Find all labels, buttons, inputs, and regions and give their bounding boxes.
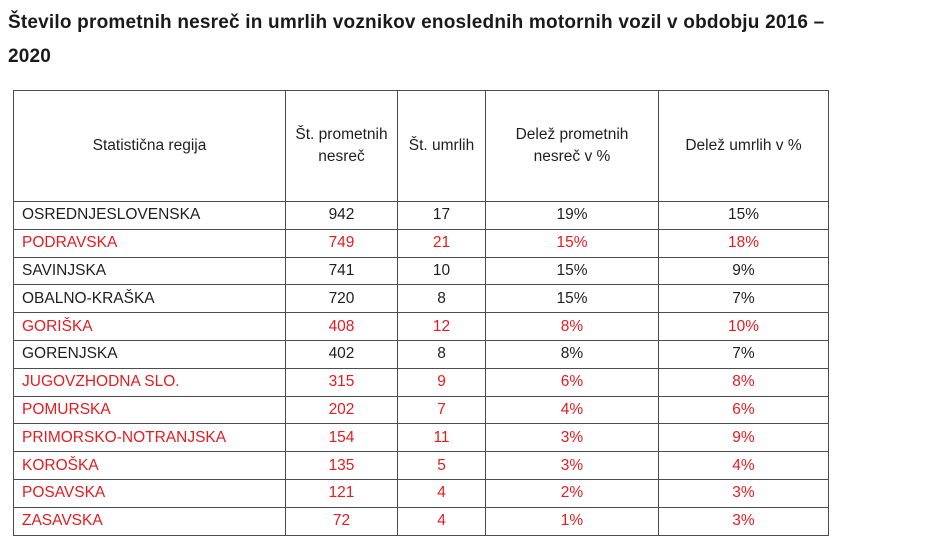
cell-deaths-pct: 15% — [658, 201, 829, 230]
page-title-line2: 2020 — [8, 46, 52, 67]
cell-deaths-pct: 3% — [658, 506, 829, 536]
cell-accidents-pct: 8% — [485, 312, 659, 341]
table-row: PRIMORSKO-NOTRANJSKA 154 11 3% 9% — [13, 423, 829, 453]
cell-region: KOROŠKA — [13, 451, 286, 480]
cell-deaths: 4 — [397, 478, 486, 508]
cell-deaths: 12 — [397, 312, 486, 341]
table-row: POMURSKA 202 7 4% 6% — [13, 395, 829, 425]
table-header-row: Statistična regija Št. prometnih nesreč Št… — [13, 90, 829, 202]
cell-accidents: 741 — [285, 256, 398, 286]
table-row: POSAVSKA 121 4 2% 3% — [13, 478, 829, 508]
cell-deaths-pct: 8% — [658, 367, 829, 397]
cell-deaths-pct: 7% — [658, 339, 829, 369]
table-row: JUGOVZHODNA SLO. 315 9 6% 8% — [13, 367, 829, 397]
column-header-col-deaths: Št. umrlih — [397, 90, 486, 202]
cell-region: GORIŠKA — [13, 312, 286, 341]
cell-accidents: 154 — [285, 423, 398, 453]
cell-region: PODRAVSKA — [13, 228, 286, 258]
cell-accidents-pct: 4% — [485, 395, 659, 425]
cell-deaths-pct: 7% — [658, 284, 829, 314]
cell-accidents: 942 — [285, 201, 398, 230]
cell-region: OBALNO-KRAŠKA — [13, 284, 286, 314]
cell-accidents-pct: 19% — [485, 201, 659, 230]
cell-deaths: 9 — [397, 367, 486, 397]
table-row: OBALNO-KRAŠKA 720 8 15% 7% — [13, 284, 829, 314]
cell-accidents: 720 — [285, 284, 398, 314]
column-header-col-deaths-pct: Delež umrlih v % — [658, 90, 829, 202]
cell-deaths: 8 — [397, 284, 486, 314]
cell-deaths: 4 — [397, 506, 486, 536]
cell-accidents-pct: 6% — [485, 367, 659, 397]
cell-deaths: 10 — [397, 256, 486, 286]
table-row: OSREDNJESLOVENSKA 942 17 19% 15% — [13, 201, 829, 230]
cell-region: POSAVSKA — [13, 478, 286, 508]
cell-deaths: 7 — [397, 395, 486, 425]
cell-deaths-pct: 10% — [658, 312, 829, 341]
cell-accidents-pct: 2% — [485, 478, 659, 508]
cell-accidents: 402 — [285, 339, 398, 369]
cell-accidents-pct: 15% — [485, 228, 659, 258]
cell-accidents: 72 — [285, 506, 398, 536]
cell-accidents-pct: 1% — [485, 506, 659, 536]
cell-accidents: 749 — [285, 228, 398, 258]
cell-accidents-pct: 8% — [485, 339, 659, 369]
cell-deaths: 11 — [397, 423, 486, 453]
cell-accidents-pct: 3% — [485, 451, 659, 480]
cell-accidents: 135 — [285, 451, 398, 480]
cell-accidents-pct: 3% — [485, 423, 659, 453]
cell-deaths: 17 — [397, 201, 486, 230]
table-row: GORIŠKA 408 12 8% 10% — [13, 312, 829, 341]
cell-region: PRIMORSKO-NOTRANJSKA — [13, 423, 286, 453]
cell-deaths-pct: 18% — [658, 228, 829, 258]
cell-region: JUGOVZHODNA SLO. — [13, 367, 286, 397]
cell-deaths: 21 — [397, 228, 486, 258]
cell-accidents: 315 — [285, 367, 398, 397]
cell-deaths-pct: 3% — [658, 478, 829, 508]
table-row: GORENJSKA 402 8 8% 7% — [13, 339, 829, 369]
cell-region: OSREDNJESLOVENSKA — [13, 201, 286, 230]
table-row: ZASAVSKA 72 4 1% 3% — [13, 506, 829, 536]
cell-accidents-pct: 15% — [485, 284, 659, 314]
page-title-line1: Število prometnih nesreč in umrlih vozni… — [8, 12, 825, 33]
column-header-col-accidents-pct: Delež prometnih nesreč v % — [485, 90, 659, 202]
cell-region: ZASAVSKA — [13, 506, 286, 536]
page-title: Število prometnih nesreč in umrlih vozni… — [8, 6, 934, 74]
column-header-col-accidents: Št. prometnih nesreč — [285, 90, 398, 202]
table-row: KOROŠKA 135 5 3% 4% — [13, 451, 829, 480]
cell-accidents: 408 — [285, 312, 398, 341]
cell-deaths-pct: 6% — [658, 395, 829, 425]
cell-region: GORENJSKA — [13, 339, 286, 369]
regions-table: Statistična regija Št. prometnih nesreč Št… — [13, 90, 829, 536]
cell-deaths: 8 — [397, 339, 486, 369]
column-header-col-region: Statistična regija — [13, 90, 286, 202]
cell-region: SAVINJSKA — [13, 256, 286, 286]
cell-accidents-pct: 15% — [485, 256, 659, 286]
cell-region: POMURSKA — [13, 395, 286, 425]
table-row: SAVINJSKA 741 10 15% 9% — [13, 256, 829, 286]
cell-deaths-pct: 9% — [658, 423, 829, 453]
cell-deaths: 5 — [397, 451, 486, 480]
table-row: PODRAVSKA 749 21 15% 18% — [13, 228, 829, 258]
cell-accidents: 202 — [285, 395, 398, 425]
cell-deaths-pct: 4% — [658, 451, 829, 480]
cell-accidents: 121 — [285, 478, 398, 508]
cell-deaths-pct: 9% — [658, 256, 829, 286]
